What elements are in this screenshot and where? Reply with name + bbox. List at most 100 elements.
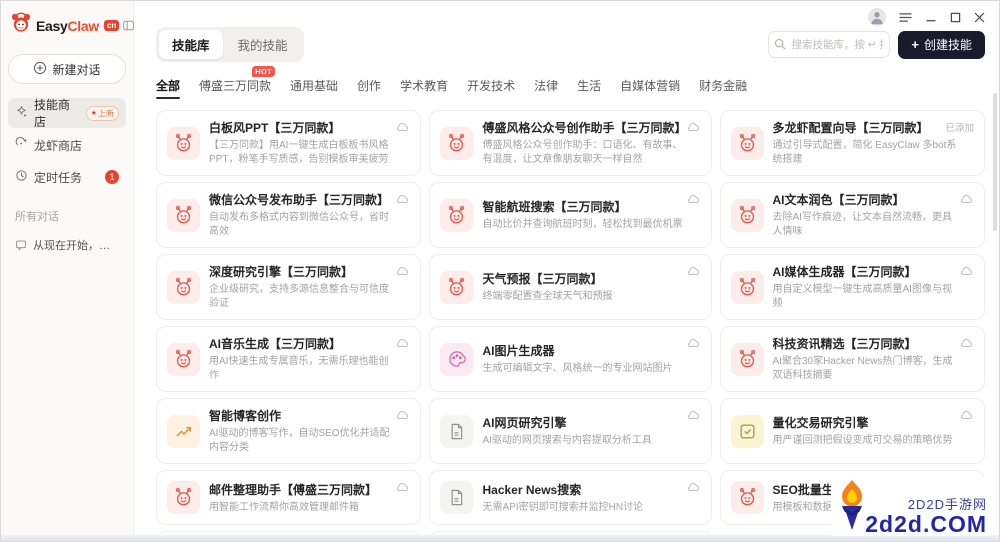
cloud-icon[interactable] [395, 191, 410, 211]
skill-title: AI图片生成器 [482, 344, 555, 358]
skill-card-body: 傅盛风格公众号创作助手【三万同款】 傅盛风格公众号创作助手：口语化、有故事、有温度… [482, 119, 700, 167]
skill-card[interactable]: AI文本润色【三万同款】 去除AI写作痕迹，让文本自然流畅，更具人情味 [719, 182, 985, 248]
skill-card-body: Hacker News搜索 无需API密钥即可搜索并监控HN讨论 [482, 481, 700, 515]
skill-card[interactable]: AI图片生成器 生成可编辑文字、风格统一的专业网站图片 [429, 326, 712, 392]
skill-card-body: 微信公众号发布助手【三万同款】 自动发布多格式内容到微信公众号，省时高效 [209, 191, 410, 239]
cloud-icon[interactable] [395, 119, 410, 139]
crab-icon [440, 270, 474, 304]
category-label: 傅盛三万同款 [199, 79, 272, 93]
sidebar-item-scheduled-tasks[interactable]: 定时任务 1 [8, 162, 126, 192]
cloud-icon[interactable] [959, 407, 974, 427]
sidebar-item-label: 龙虾商店 [34, 138, 83, 153]
all-chats-label: 所有对话 [15, 211, 59, 223]
category-tab[interactable]: 生活 [577, 77, 601, 99]
skill-description: 企业级研究，支持多源信息整合与可信度验证 [209, 284, 389, 309]
category-label: 学术教育 [400, 79, 449, 93]
skill-card[interactable]: 天气预报【三万同款】 终端零配置查全球天气和预报 [429, 254, 712, 320]
category-tab[interactable]: 法律 [534, 77, 558, 99]
category-tab[interactable]: 创作 [357, 77, 381, 99]
cloud-icon[interactable] [686, 191, 701, 211]
cn-badge: cn [103, 20, 120, 31]
crab-icon [440, 126, 474, 160]
skill-card[interactable]: 量化交易研究引擎用严谨回测把假设变成可交易的策略优势 [719, 398, 985, 464]
skill-title: 白板风PPT【三万同款】 [209, 121, 341, 135]
skill-title: AI网页研究引擎 [482, 416, 567, 430]
sidebar-collapse-icon[interactable] [122, 19, 135, 32]
crab-icon [440, 198, 474, 232]
category-tab[interactable]: 傅盛三万同款 HOT [199, 66, 276, 99]
cloud-icon[interactable] [395, 407, 410, 427]
sidebar: EasyClaw cn 新建对话 技能商店 ★ 上新 [1, 1, 135, 541]
cloud-icon[interactable] [686, 119, 701, 139]
skill-title: 智能博客创作 [209, 409, 282, 423]
skill-title: 量化交易研究引擎 [772, 416, 869, 430]
skill-card-body: 邮件整理助手【傅盛三万同款】 用智能工作流帮你高效管理邮件箱 [209, 481, 410, 515]
skill-description: 【三万同款】用AI一键生成白板板书风格PPT，粉笔手写质感，告别模板审美疲劳风。 [209, 140, 389, 165]
search-icon [774, 37, 786, 55]
crab-icon [167, 198, 200, 232]
skill-card-body: 天气预报【三万同款】 终端零配置查全球天气和预报 [482, 270, 700, 304]
skill-card[interactable]: 智能博客创作 AI驱动的博客写作，自动SEO优化并适配内容分类 [156, 398, 422, 464]
category-tab[interactable]: 开发技术 [467, 77, 515, 99]
skill-card[interactable]: 智能航班搜索【三万同款】 自动比价并查询航班时刻，轻松找到最优机票 [429, 182, 712, 248]
sidebar-nav: 技能商店 ★ 上新 龙虾商店 定时任务 1 [8, 98, 126, 192]
category-tab[interactable]: 自媒体营销 [620, 77, 680, 99]
skill-card[interactable]: 邮件整理助手【傅盛三万同款】 用智能工作流帮你高效管理邮件箱 [156, 470, 422, 525]
crab-icon [167, 481, 200, 514]
skill-card[interactable]: 微信公众号发布助手【三万同款】 自动发布多格式内容到微信公众号，省时高效 [156, 182, 422, 248]
skill-card-body: 白板风PPT【三万同款】【三万同款】用AI一键生成白板板书风格PPT，粉笔手写质… [209, 119, 410, 167]
skill-card[interactable]: AI媒体生成器【三万同款】 用自定义模型一键生成高质量AI图像与视频 [719, 254, 985, 320]
tab-my-skills[interactable]: 我的技能 [237, 39, 288, 53]
skill-description: AI驱动的网页搜索与内容提取分析工具 [482, 435, 652, 446]
menu-icon[interactable] [899, 12, 912, 23]
sidebar-item-skill-store[interactable]: 技能商店 ★ 上新 [8, 98, 126, 129]
cloud-icon[interactable] [686, 263, 701, 283]
close-button[interactable] [974, 12, 985, 23]
category-tab[interactable]: 学术教育 [400, 77, 448, 99]
cloud-icon[interactable] [395, 335, 410, 355]
category-tab[interactable]: 通用基础 [290, 77, 338, 99]
new-chat-label: 新建对话 [52, 62, 101, 77]
header-actions: + 创建技能 [768, 30, 985, 59]
library-tabs: 技能库 我的技能 [156, 27, 304, 62]
skill-card[interactable]: AI网页研究引擎 AI驱动的网页搜索与内容提取分析工具 [429, 398, 712, 464]
create-skill-button[interactable]: + 创建技能 [898, 30, 985, 59]
skill-card[interactable]: 白板风PPT【三万同款】【三万同款】用AI一键生成白板板书风格PPT，粉笔手写质… [156, 110, 422, 176]
search-input[interactable] [768, 31, 891, 58]
cloud-icon[interactable] [395, 263, 410, 283]
minimize-button[interactable] [925, 12, 937, 23]
chat-list-item[interactable]: 从现在开始，你是我的个人工... [8, 231, 126, 259]
cloud-icon[interactable] [959, 263, 974, 283]
category-tab[interactable]: 全部 [156, 77, 181, 99]
skill-card[interactable]: 深度研究引擎【三万同款】 企业级研究，支持多源信息整合与可信度验证 [156, 254, 422, 320]
crab-logo-icon [9, 11, 33, 40]
skill-description: 用严谨回测把假设变成可交易的策略优势 [772, 435, 953, 446]
category-tab[interactable]: 财务金融 [699, 77, 747, 99]
cloud-icon[interactable] [686, 479, 701, 499]
cloud-icon[interactable] [959, 191, 974, 211]
skill-card[interactable]: 科技资讯精选【三万同款】 AI聚合30家Hacker News热门博客，生成双语科… [719, 326, 985, 392]
maximize-button[interactable] [950, 12, 961, 23]
skill-description: 傅盛风格公众号创作助手：口语化、有故事、有温度，让文章像朋友聊天一样自然 [482, 140, 683, 165]
skill-card-body: 量化交易研究引擎用严谨回测把假设变成可交易的策略优势 [773, 414, 975, 448]
tab-skill-library[interactable]: 技能库 [159, 30, 223, 59]
user-avatar[interactable] [868, 8, 886, 26]
cloud-icon[interactable] [395, 479, 410, 499]
cloud-icon[interactable] [959, 335, 974, 355]
skill-card[interactable]: 多龙虾配置向导【三万同款】 通过引导式配置，简化 EasyClaw 多bot系统搭… [719, 110, 985, 176]
cloud-icon[interactable] [686, 407, 701, 427]
hot-badge: HOT [252, 66, 276, 77]
cloud-icon[interactable] [686, 335, 701, 355]
skill-card[interactable]: 傅盛风格公众号创作助手【三万同款】 傅盛风格公众号创作助手：口语化、有故事、有温度… [429, 110, 712, 176]
watermark: 2D2D手游网 2d2d.COM [831, 477, 991, 536]
check-icon [730, 414, 764, 448]
sidebar-item-lobster-store[interactable]: 龙虾商店 [8, 130, 126, 160]
sidebar-item-label: 技能商店 [34, 98, 71, 129]
skill-card[interactable]: Hacker News搜索 无需API密钥即可搜索并监控HN讨论 [429, 470, 712, 525]
bottom-strip [1, 535, 999, 541]
skill-description: AI驱动的博客写作，自动SEO优化并适配内容分类 [209, 428, 390, 453]
scrollbar[interactable] [993, 93, 997, 231]
new-chat-button[interactable]: 新建对话 [8, 54, 126, 84]
skill-card[interactable]: AI音乐生成【三万同款】 用AI快速生成专属音乐，无需乐理也能创作 [156, 326, 422, 392]
crab-icon [730, 126, 764, 160]
